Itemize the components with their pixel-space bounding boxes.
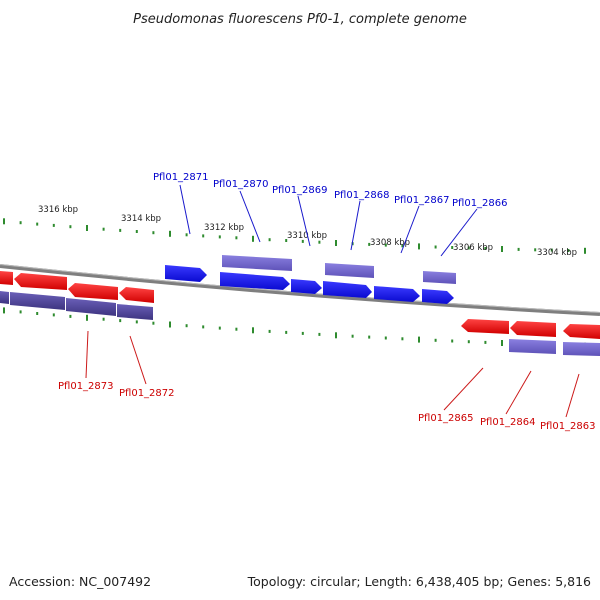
cds-arrow[interactable] [165, 265, 207, 282]
scale-ticks-outer [3, 218, 586, 254]
kbp-label: 3314 kbp [121, 214, 161, 224]
cds-arrow[interactable] [323, 281, 372, 298]
gene-bar[interactable] [66, 298, 116, 316]
cds-arrow[interactable] [510, 321, 556, 337]
leader-line [505, 370, 532, 415]
cds-arrow[interactable] [14, 273, 67, 290]
gene-bar[interactable] [10, 292, 65, 310]
gene-label[interactable]: Pfl01_2866 [452, 198, 508, 209]
kbp-label: 3310 kbp [287, 231, 327, 241]
cds-arrow[interactable] [0, 271, 13, 285]
leader-line [85, 330, 89, 379]
gene-bar[interactable] [325, 263, 374, 278]
kbp-label: 3316 kbp [38, 205, 78, 215]
forward-cds-arrows [165, 265, 454, 304]
gene-label[interactable]: Pfl01_2872 [119, 388, 175, 399]
cds-arrow[interactable] [563, 324, 600, 339]
gene-label[interactable]: Pfl01_2865 [418, 413, 474, 424]
kbp-label: 3308 kbp [370, 238, 410, 248]
reverse-gene-labels: Pfl01_2873 Pfl01_2872 Pfl01_2865 Pfl01_2… [58, 381, 596, 432]
leader-line [179, 184, 191, 235]
leader-line [440, 208, 478, 257]
cds-arrow[interactable] [119, 287, 154, 303]
genome-summary-text: Topology: circular; Length: 6,438,405 bp… [247, 574, 591, 589]
gene-bar[interactable] [509, 339, 556, 354]
kbp-label: 3304 kbp [537, 248, 577, 258]
leader-line [443, 367, 484, 411]
cds-arrow[interactable] [374, 286, 420, 302]
gene-bar[interactable] [423, 271, 456, 284]
reverse-cds-arrows [0, 271, 600, 339]
label-leaders [85, 184, 580, 418]
map-title: Pseudomonas fluorescens Pf0-1, complete … [133, 12, 467, 27]
cds-arrow[interactable] [68, 283, 118, 300]
kbp-label: 3312 kbp [204, 223, 244, 233]
forward-gene-labels: Pfl01_2871 Pfl01_2870 Pfl01_2869 Pfl01_2… [153, 172, 508, 209]
gene-label[interactable]: Pfl01_2869 [272, 185, 328, 196]
leader-line [400, 205, 420, 254]
cds-arrow[interactable] [422, 289, 454, 304]
gene-bar[interactable] [117, 304, 153, 320]
leader-line [350, 200, 361, 251]
gene-label[interactable]: Pfl01_2871 [153, 172, 209, 183]
gene-bar[interactable] [0, 291, 9, 304]
forward-gene-bars [222, 255, 456, 284]
gene-bar[interactable] [563, 342, 600, 356]
leader-line [129, 335, 147, 385]
gene-label[interactable]: Pfl01_2867 [394, 195, 450, 206]
scale-labels: 3316 kbp 3314 kbp 3312 kbp 3310 kbp 3308… [38, 205, 577, 258]
genome-backbone [0, 264, 600, 316]
cds-arrow[interactable] [461, 319, 509, 334]
cds-arrow[interactable] [220, 272, 290, 290]
gene-label[interactable]: Pfl01_2864 [480, 417, 536, 428]
accession-text: Accession: NC_007492 [9, 574, 151, 589]
cds-arrow[interactable] [291, 279, 322, 294]
gene-bar[interactable] [222, 255, 292, 271]
kbp-label: 3306 kbp [453, 243, 493, 253]
reverse-gene-bars [0, 291, 600, 356]
gene-label[interactable]: Pfl01_2870 [213, 179, 269, 190]
gene-label[interactable]: Pfl01_2863 [540, 421, 596, 432]
gene-label[interactable]: Pfl01_2868 [334, 190, 390, 201]
leader-line [239, 190, 261, 243]
gene-label[interactable]: Pfl01_2873 [58, 381, 114, 392]
leader-line [565, 373, 580, 418]
leader-line [297, 195, 311, 247]
